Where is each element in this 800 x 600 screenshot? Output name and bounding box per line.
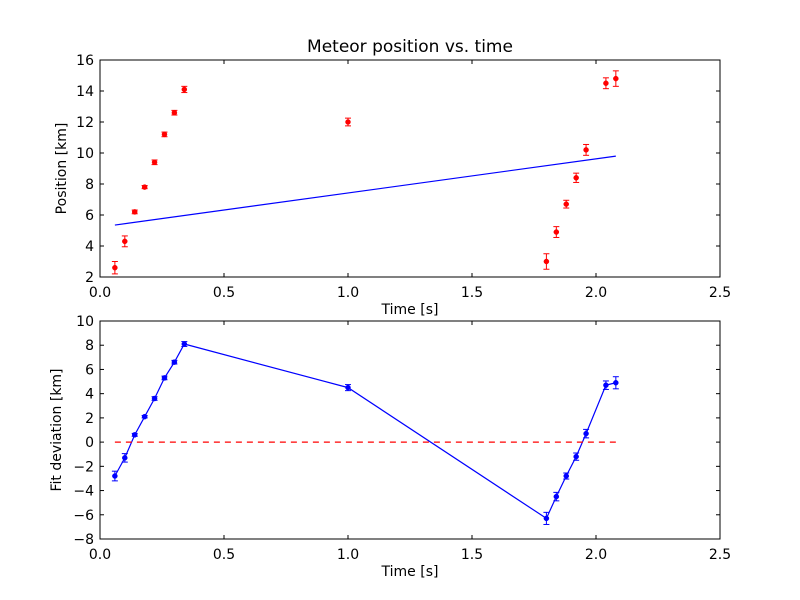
bottom-y-tick-label: −4 — [73, 484, 94, 500]
bottom-data-point — [131, 432, 138, 438]
bottom-y-tick-label: 2 — [85, 411, 94, 427]
top-axes-frame — [99, 59, 721, 278]
top-data-point — [553, 229, 560, 235]
bottom-x-tick-label: 1.5 — [461, 547, 483, 563]
bottom-x-tick-label: 2.5 — [709, 547, 731, 563]
bottom-data-point — [613, 380, 619, 386]
bottom-y-tick-label: 10 — [76, 314, 94, 330]
bottom-data-point — [573, 453, 579, 460]
bottom-data-point — [583, 430, 589, 437]
top-data-point — [573, 175, 579, 181]
top-y-tick-label: 10 — [76, 146, 94, 162]
bottom-y-tick-label: −8 — [73, 532, 94, 548]
bottom-data-point — [161, 375, 168, 381]
top-data-point — [603, 80, 609, 86]
bottom-x-ticks: 0.0 0.5 1.0 1.5 2.0 2.5 — [89, 321, 731, 563]
bottom-data-point — [603, 382, 609, 388]
bottom-data-point — [141, 413, 148, 420]
bottom-data-point — [563, 473, 569, 479]
bottom-data-point — [181, 341, 188, 347]
top-panel: Meteor position vs. time 0.0 0.5 1.0 1.5 2.0… — [54, 37, 731, 318]
top-plot-area — [111, 70, 619, 275]
bottom-y-tick-label: 0 — [85, 435, 94, 451]
top-chart-title: Meteor position vs. time — [307, 37, 513, 57]
bottom-plot-area — [111, 341, 619, 525]
top-data-point — [122, 238, 128, 245]
top-data-point — [151, 159, 158, 166]
top-data-point — [161, 131, 168, 138]
top-x-tick-label: 1.5 — [461, 285, 483, 301]
bottom-x-tick-label: 1.0 — [337, 547, 359, 563]
bottom-y-ticks: −8 −6 −4 −2 0 2 4 6 8 10 — [73, 314, 720, 548]
bottom-data-point — [171, 359, 178, 365]
top-data-point — [563, 201, 569, 207]
top-data-point — [543, 258, 550, 265]
bottom-data-point — [553, 493, 560, 500]
bottom-data-point — [151, 395, 158, 402]
top-data-point — [171, 109, 178, 116]
top-data-point — [112, 264, 118, 271]
top-y-tick-label: 14 — [76, 84, 94, 100]
bottom-x-tick-label: 0.0 — [89, 547, 111, 563]
top-y-tick-label: 4 — [85, 239, 94, 255]
top-data-point — [583, 147, 589, 153]
top-y-tick-label: 16 — [76, 53, 94, 69]
top-x-axis-label: Time [s] — [381, 302, 439, 318]
bottom-x-tick-label: 0.5 — [213, 547, 235, 563]
bottom-y-tick-label: 8 — [85, 338, 94, 354]
bottom-panel: 0.0 0.5 1.0 1.5 2.0 2.5 −8 −6 −4 −2 0 2 4 6 8 10 Time … — [49, 314, 731, 580]
top-x-ticks: 0.0 0.5 1.0 1.5 2.0 2.5 — [89, 60, 731, 301]
bottom-axes-frame — [99, 320, 721, 540]
bottom-y-tick-label: 4 — [85, 387, 94, 403]
top-data-point — [181, 86, 188, 93]
top-data-point — [613, 75, 619, 82]
bottom-x-axis-label: Time [s] — [381, 564, 439, 580]
top-data-point — [345, 119, 351, 125]
bottom-y-tick-label: −2 — [73, 459, 94, 475]
top-y-tick-label: 6 — [85, 208, 94, 224]
bottom-data-point — [543, 515, 550, 522]
bottom-y-axis-label: Fit deviation [km] — [49, 368, 65, 491]
top-y-tick-label: 12 — [76, 115, 94, 131]
top-x-tick-label: 2.0 — [585, 285, 607, 301]
bottom-data-point — [345, 384, 351, 391]
top-data-point — [141, 184, 148, 190]
bottom-y-tick-label: 6 — [85, 362, 94, 378]
top-x-tick-label: 2.5 — [709, 285, 731, 301]
top-x-tick-label: 0.0 — [89, 285, 111, 301]
bottom-x-tick-label: 2.0 — [585, 547, 607, 563]
top-y-axis-label: Position [km] — [54, 123, 70, 215]
top-series-line — [114, 155, 616, 226]
top-y-ticks: 2 4 6 8 10 12 14 16 — [76, 53, 720, 286]
top-x-tick-label: 0.5 — [213, 285, 235, 301]
bottom-y-tick-label: −6 — [73, 508, 94, 524]
top-data-point — [131, 209, 138, 215]
bottom-data-point — [122, 455, 128, 461]
bottom-data-point — [112, 473, 118, 479]
top-y-tick-label: 8 — [85, 177, 94, 193]
top-y-tick-label: 2 — [85, 270, 94, 286]
bottom-series-line — [114, 343, 616, 520]
top-x-tick-label: 1.0 — [337, 285, 359, 301]
